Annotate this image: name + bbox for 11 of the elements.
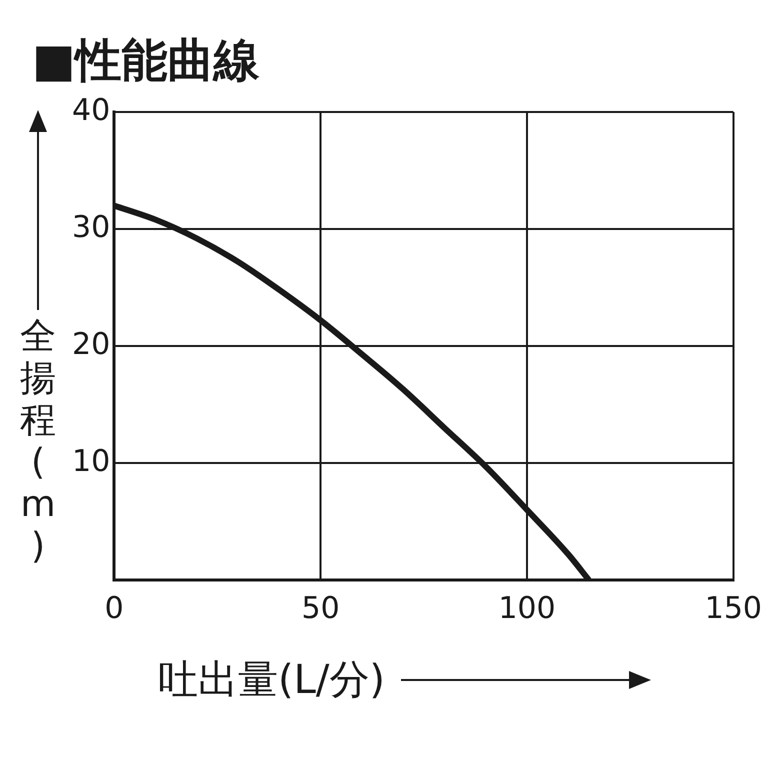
y-tick-label: 40 xyxy=(72,92,110,128)
y-axis-title: 全揚程(m) xyxy=(20,316,56,568)
x-axis-title: 吐出量(L/分) xyxy=(158,656,385,705)
y-tick-label: 10 xyxy=(72,444,110,479)
y-tick-label: 20 xyxy=(72,326,110,362)
y-tick-label: 30 xyxy=(72,210,110,245)
x-tick-label: 50 xyxy=(301,590,340,626)
x-tick-label: 100 xyxy=(498,590,556,626)
chart-title: ■性能曲線 xyxy=(32,32,260,89)
x-tick-label: 150 xyxy=(704,590,762,626)
x-tick-label: 0 xyxy=(104,590,124,626)
